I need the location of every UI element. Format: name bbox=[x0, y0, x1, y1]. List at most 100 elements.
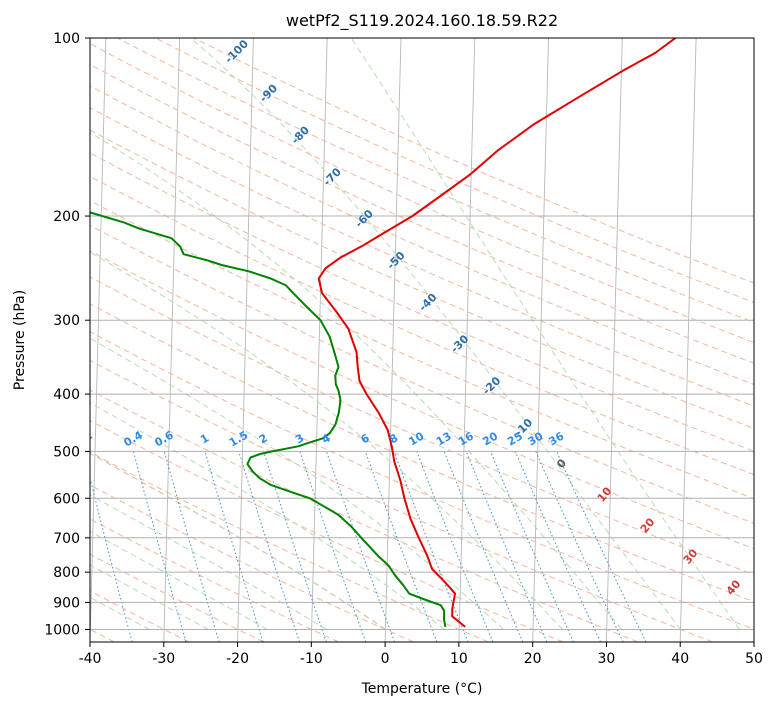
mixing-ratio-label: 1 bbox=[198, 431, 211, 446]
mixing-ratio-label: 0.1 bbox=[24, 428, 47, 449]
y-tick-label: 900 bbox=[53, 595, 80, 611]
mixing-ratio-line bbox=[326, 451, 396, 642]
mixing-ratio-label: 6 bbox=[359, 431, 372, 446]
dry-adiabat-label: -40 bbox=[416, 290, 439, 313]
mixing-ratio-label: 4 bbox=[320, 431, 333, 446]
mixing-ratio-line bbox=[163, 451, 220, 642]
moist-adiabat-line bbox=[90, 131, 622, 630]
dry-adiabat-line bbox=[90, 420, 564, 642]
isotherm-line bbox=[384, 38, 402, 642]
dry-adiabat-line bbox=[90, 359, 713, 642]
x-axis-label: Temperature (°C) bbox=[361, 681, 483, 697]
isotherm-line bbox=[90, 38, 107, 642]
moist-adiabat-line bbox=[90, 337, 504, 630]
dry-adiabat-line bbox=[90, 389, 638, 642]
mixing-ratio-line bbox=[514, 451, 602, 642]
dry-adiabat-line bbox=[155, 38, 754, 304]
dry-adiabat-line bbox=[90, 129, 754, 430]
moist-adiabat-label: 30 bbox=[681, 546, 701, 566]
mixing-ratio-label: 36 bbox=[546, 429, 566, 448]
mixing-ratio-line bbox=[132, 451, 187, 642]
dry-adiabat-line bbox=[90, 484, 414, 642]
dry-adiabat-label: -50 bbox=[384, 249, 407, 272]
dry-adiabat-line bbox=[90, 64, 754, 364]
moist-adiabat-line bbox=[90, 402, 445, 630]
mixing-ratio-label: 2 bbox=[257, 431, 270, 446]
isotherm-line bbox=[753, 624, 754, 642]
x-tick-label: 50 bbox=[745, 651, 763, 667]
y-tick-label: 100 bbox=[53, 31, 80, 47]
x-tick-label: 10 bbox=[450, 651, 468, 667]
y-tick-label: 600 bbox=[53, 491, 80, 507]
dry-adiabat-line bbox=[90, 85, 754, 386]
temperature-profile-line bbox=[317, 38, 676, 628]
dry-adiabat-line bbox=[90, 303, 754, 603]
mixing-ratio-line bbox=[204, 451, 264, 642]
isotherm-line bbox=[679, 38, 697, 642]
dry-adiabat-label: -100 bbox=[222, 37, 251, 66]
mixing-ratio-label: 10 bbox=[407, 429, 427, 448]
moist-adiabat-label: 0 bbox=[554, 456, 569, 470]
isotherm-line bbox=[163, 38, 181, 642]
y-tick-label: 400 bbox=[53, 387, 80, 403]
y-axis-label: Pressure (hPa) bbox=[12, 290, 28, 390]
moist-adiabat-label: 40 bbox=[724, 577, 744, 597]
y-tick-label: 200 bbox=[53, 209, 80, 225]
plot-frame bbox=[89, 37, 755, 643]
dewpoint-profile-line bbox=[90, 211, 447, 628]
dry-adiabat-line bbox=[90, 175, 754, 476]
freezing-moist-adiabat bbox=[90, 452, 386, 630]
y-tick-label: 1000 bbox=[44, 622, 80, 638]
dry-adiabat-line bbox=[90, 590, 190, 642]
dry-adiabat-line bbox=[193, 38, 754, 284]
y-tick-label: 300 bbox=[53, 313, 80, 329]
mixing-ratio-label: 16 bbox=[456, 429, 476, 448]
mixing-ratio-label: 0.6 bbox=[152, 428, 176, 449]
mixing-ratio-label: 30 bbox=[526, 429, 546, 448]
dry-adiabat-line bbox=[90, 276, 754, 576]
chart-title: wetPf2_S119.2024.160.18.59.R22 bbox=[286, 11, 558, 31]
x-tick-label: 30 bbox=[598, 651, 616, 667]
isotherm-line bbox=[458, 38, 476, 642]
mixing-ratio-line bbox=[416, 451, 494, 642]
moist-adiabat-line bbox=[350, 38, 741, 630]
y-tick-label: 800 bbox=[53, 565, 80, 581]
mixing-ratio-line bbox=[90, 476, 133, 642]
moist-adiabat-line bbox=[190, 38, 681, 630]
x-tick-label: 0 bbox=[381, 651, 390, 667]
mixing-ratio-line bbox=[490, 451, 574, 642]
dry-adiabat-line bbox=[90, 107, 754, 407]
mixing-ratio-line bbox=[364, 451, 438, 642]
dry-adiabat-line bbox=[90, 451, 489, 642]
moist-adiabat-line bbox=[90, 494, 327, 630]
isotherm-line bbox=[237, 38, 254, 642]
dry-adiabat-line bbox=[90, 199, 754, 500]
dry-adiabat-line bbox=[117, 38, 754, 323]
dry-adiabat-label: -80 bbox=[289, 123, 312, 146]
mixing-ratio-line bbox=[393, 451, 469, 642]
dry-adiabat-label: -90 bbox=[257, 82, 280, 105]
y-tick-label: 700 bbox=[53, 531, 80, 547]
x-tick-label: -40 bbox=[79, 651, 102, 667]
mixing-ratio-line bbox=[263, 451, 327, 642]
dry-adiabat-line bbox=[90, 250, 754, 550]
x-tick-label: 40 bbox=[671, 651, 689, 667]
dry-adiabat-line bbox=[90, 43, 754, 344]
x-tick-label: -20 bbox=[226, 651, 249, 667]
dry-adiabat-label: -70 bbox=[321, 165, 344, 188]
mixing-ratio-line bbox=[238, 451, 301, 642]
dry-adiabat-line bbox=[90, 224, 754, 524]
moist-adiabat-label: 20 bbox=[638, 515, 658, 535]
dry-adiabat-label: -30 bbox=[448, 332, 471, 355]
mixing-ratio-label: 0.2 bbox=[71, 428, 94, 449]
dry-adiabat-line bbox=[90, 553, 265, 642]
y-tick-label: 500 bbox=[53, 444, 80, 460]
mixing-ratio-label: 13 bbox=[434, 430, 454, 449]
mixing-ratio-label: 8 bbox=[387, 431, 400, 446]
moist-adiabat-line bbox=[90, 530, 268, 630]
isotherm-line bbox=[532, 38, 549, 642]
mixing-ratio-line bbox=[465, 451, 548, 642]
mixing-ratio-line bbox=[299, 451, 367, 642]
mixing-ratio-line bbox=[556, 451, 647, 642]
moist-adiabat-line bbox=[90, 251, 563, 630]
